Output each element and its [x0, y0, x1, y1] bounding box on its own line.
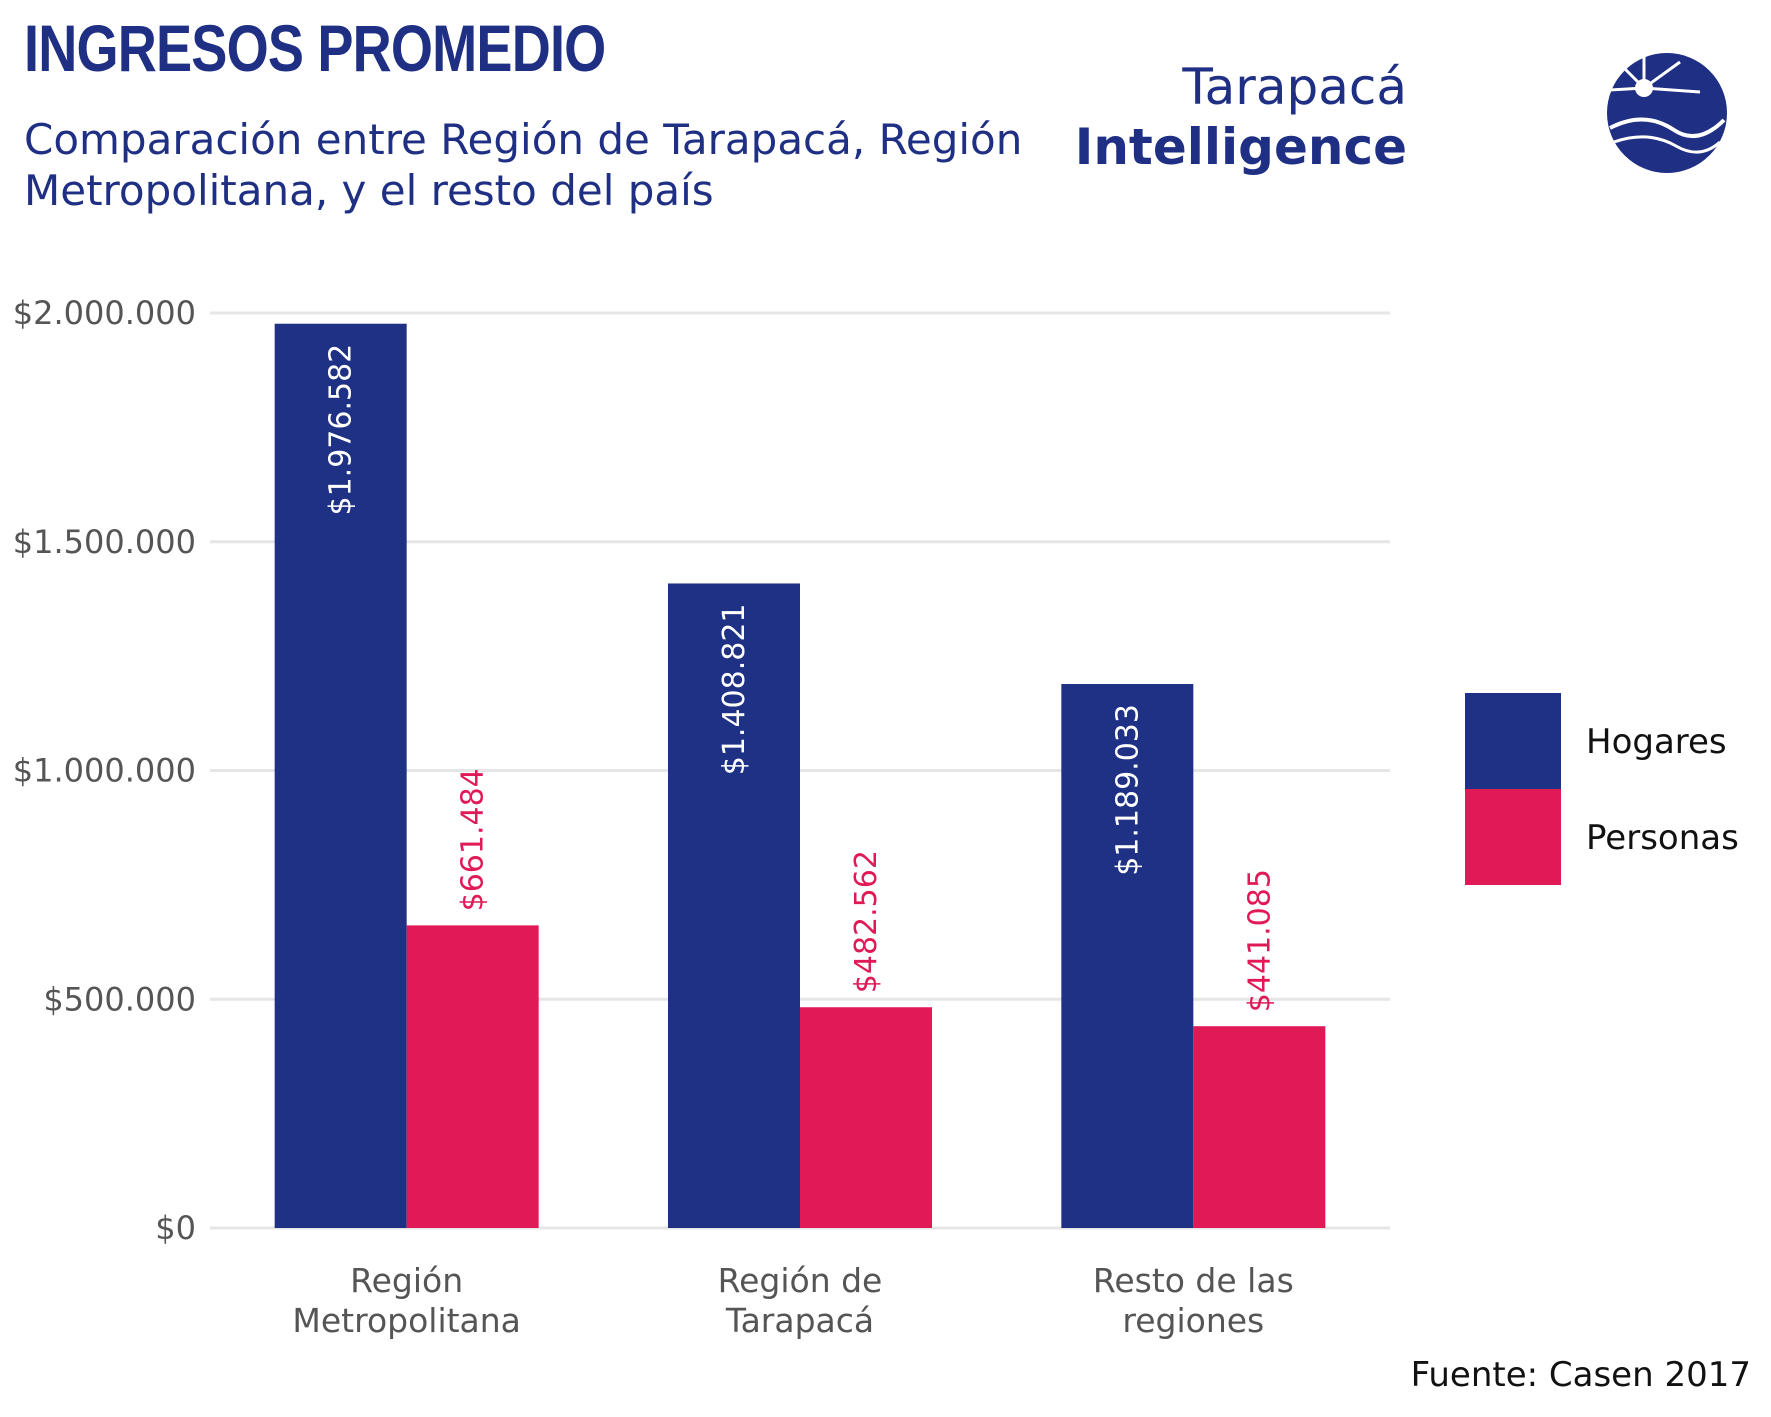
y-tick-label: $2.000.000 [13, 294, 196, 332]
legend-label: Personas [1586, 818, 1739, 858]
source-note: Fuente: Casen 2017 [1410, 1355, 1751, 1395]
chart-subtitle: Comparación entre Región de Tarapacá, Re… [24, 115, 1023, 215]
bar-personas [800, 1007, 932, 1228]
bar-value-label: $482.562 [849, 850, 884, 993]
bar-personas [1193, 1026, 1326, 1228]
chart-title: INGRESOS PROMEDIO [24, 11, 606, 85]
bar-hogares [1061, 684, 1194, 1228]
bars [274, 323, 1326, 1228]
y-tick-label: $500.000 [43, 980, 196, 1018]
y-tick-label: $0 [155, 1209, 196, 1247]
bar-value-label: $1.408.821 [717, 603, 752, 775]
x-category-label: Resto de las [1093, 1261, 1294, 1300]
bar-value-label: $1.189.033 [1110, 704, 1145, 876]
x-category-label: Región de [718, 1261, 883, 1300]
globe-sun-logo-icon [1607, 53, 1727, 173]
y-tick-label: $1.500.000 [13, 523, 196, 561]
x-category-label: Región [350, 1261, 463, 1300]
bar-value-labels: $1.976.582 $661.484 $1.408.821 $482.562 $1.1… [324, 344, 1278, 1012]
legend-label: Hogares [1586, 722, 1727, 762]
x-category-label: Tarapacá [725, 1301, 874, 1340]
bar-personas [406, 925, 539, 1228]
legend: Hogares Personas [1465, 693, 1739, 885]
bar-hogares [274, 323, 407, 1228]
x-category-label: Metropolitana [292, 1301, 521, 1340]
legend-swatch-personas [1465, 789, 1561, 885]
bar-hogares [668, 583, 800, 1228]
x-category-label: regiones [1122, 1301, 1264, 1340]
logo-name-line2: Intelligence [1074, 118, 1407, 176]
y-axis-tick-labels: $0 $500.000 $1.000.000 $1.500.000 $2.000.000 [13, 294, 196, 1247]
bar-value-label: $441.085 [1242, 869, 1277, 1012]
bar-value-label: $1.976.582 [324, 344, 359, 516]
bar-value-label: $661.484 [456, 768, 491, 911]
logo-name-line1: Tarapacá [1182, 58, 1407, 116]
legend-swatch-hogares [1465, 693, 1561, 789]
y-tick-label: $1.000.000 [13, 752, 196, 790]
